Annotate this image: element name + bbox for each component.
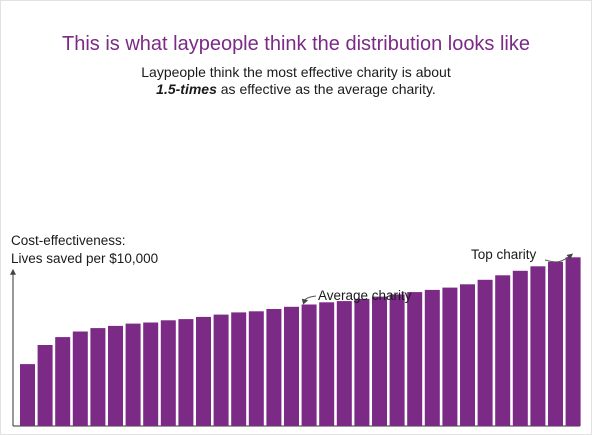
bar-30 — [530, 266, 546, 427]
subtitle-line-1: Laypeople think the most effective chari… — [141, 64, 451, 80]
bar-1 — [20, 364, 35, 426]
bar-8 — [143, 322, 159, 426]
annotation-arrow-average — [301, 295, 317, 305]
annotations-group: Average charity Top charity — [301, 247, 574, 305]
y-axis-label-line-2: Lives saved per $10,000 — [11, 251, 159, 266]
bar-11 — [196, 316, 211, 426]
bar-10 — [178, 319, 194, 426]
bar-22 — [389, 294, 405, 426]
bar-17 — [301, 304, 317, 426]
bar-27 — [477, 279, 493, 427]
annotation-average-charity: Average charity — [318, 288, 412, 303]
bar-25 — [442, 287, 458, 426]
bars-group — [20, 257, 581, 427]
bar-5 — [90, 328, 106, 426]
annotation-top-charity: Top charity — [471, 247, 537, 262]
bar-23 — [407, 292, 423, 426]
bar-21 — [372, 296, 387, 426]
bar-12 — [213, 314, 229, 426]
bar-18 — [319, 302, 335, 427]
bar-13 — [231, 312, 247, 426]
bar-24 — [424, 289, 440, 426]
bar-28 — [495, 275, 511, 427]
bar-9 — [160, 320, 176, 427]
bar-7 — [125, 323, 141, 426]
bar-16 — [284, 306, 299, 427]
subtitle-emphasis: 1.5-times — [156, 81, 217, 97]
y-axis-label-line-1: Cost-effectiveness: — [11, 233, 126, 248]
bar-32 — [565, 257, 581, 427]
bar-20 — [354, 298, 370, 426]
annotation-arrow-top — [544, 253, 574, 263]
bar-4 — [72, 331, 88, 426]
subtitle-line-2: 1.5-times as effective as the average ch… — [0, 81, 592, 98]
y-axis-label: Cost-effectiveness: Lives saved per $10,… — [11, 232, 158, 268]
bar-3 — [55, 337, 71, 426]
bar-6 — [108, 325, 123, 426]
bar-2 — [37, 345, 53, 426]
subtitle-rest: as effective as the average charity. — [216, 81, 436, 97]
chart-title: This is what laypeople think the distrib… — [61, 33, 531, 55]
bar-14 — [248, 311, 264, 427]
bar-19 — [336, 301, 352, 426]
bar-15 — [266, 309, 282, 426]
bar-26 — [460, 284, 475, 427]
bar-29 — [512, 270, 528, 427]
chart-subtitle: Laypeople think the most effective chari… — [0, 64, 592, 98]
bar-31 — [548, 261, 563, 427]
